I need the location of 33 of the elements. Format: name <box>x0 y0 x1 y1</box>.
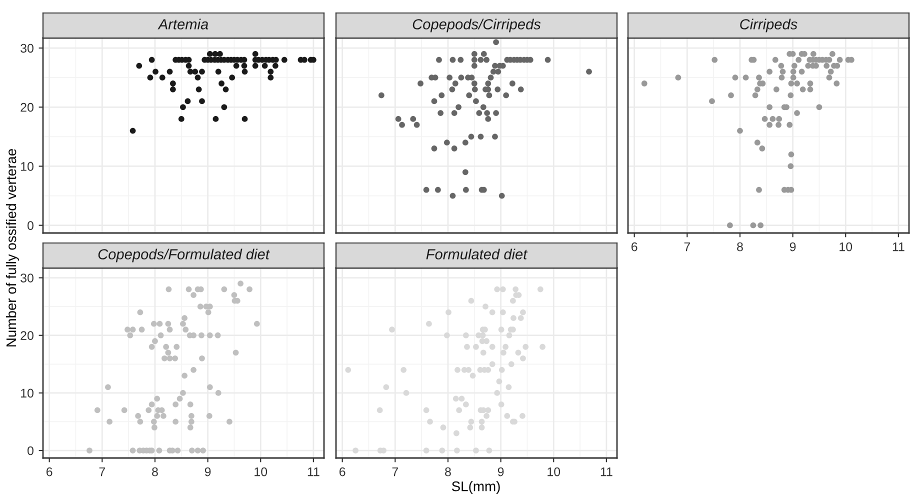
y-tick-label: 20 <box>20 331 34 340</box>
chart-title: Copepods/Cirripeds <box>412 18 541 32</box>
x-tick-label: 10 <box>840 242 852 252</box>
y-tick-label: 0 <box>28 221 34 230</box>
x-tick-label: 10 <box>548 467 560 476</box>
x-tick-label: 6 <box>46 467 52 476</box>
chart-title: Formulated diet <box>426 248 528 260</box>
x-tick-label: 11 <box>308 467 320 476</box>
x-tick-label: 11 <box>892 242 904 252</box>
y-tick-label: 30 <box>20 274 34 282</box>
y-tick-label: 30 <box>20 44 34 53</box>
chart-title: Copepods/Formulated diet <box>98 248 270 262</box>
y-tick-label: 10 <box>21 388 34 398</box>
chart-title: Artemia <box>158 18 208 30</box>
x-tick-label: 9 <box>498 467 504 476</box>
x-tick-label: 11 <box>600 467 612 476</box>
chart-title: Cirripeds <box>740 18 798 32</box>
x-tick-label: 6 <box>632 242 638 252</box>
x-tick-label: 7 <box>99 467 106 476</box>
x-tick-label: 10 <box>254 467 268 476</box>
x-tick-label: 6 <box>340 467 346 476</box>
x-tick-label: 7 <box>684 242 690 252</box>
y-axis-title: Number of fully ossified verterae <box>6 149 19 346</box>
x-axis-title: SL(mm) <box>452 481 500 494</box>
x-tick-label: 7 <box>392 467 398 476</box>
y-tick-label: 0 <box>28 446 34 456</box>
x-tick-label: 8 <box>445 467 451 476</box>
x-tick-label: 8 <box>737 242 743 252</box>
y-tick-label: 10 <box>21 162 34 171</box>
x-tick-label: 9 <box>204 467 211 476</box>
x-tick-label: 9 <box>790 242 796 252</box>
x-tick-label: 8 <box>152 467 158 476</box>
y-tick-label: 20 <box>20 102 34 112</box>
